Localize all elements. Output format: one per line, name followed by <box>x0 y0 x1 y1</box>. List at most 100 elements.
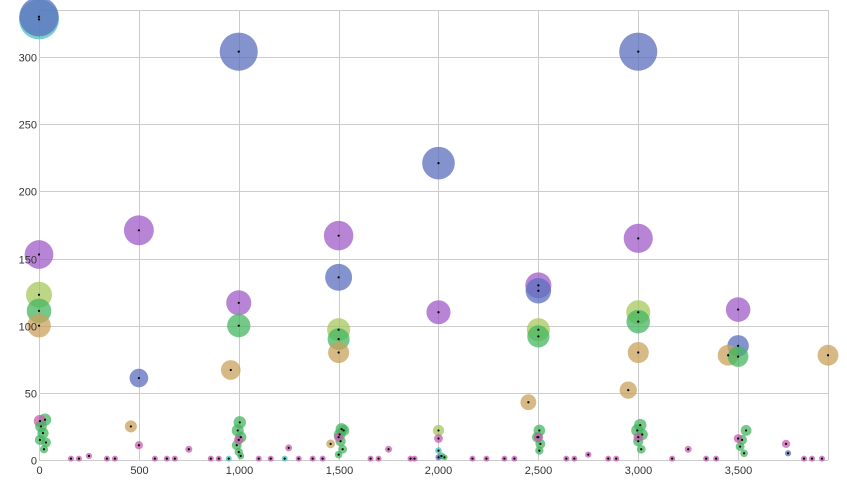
bubble-center-dot <box>337 276 340 279</box>
bubble[interactable] <box>19 0 59 37</box>
bubble-center-dot <box>37 15 41 18</box>
bubble-center-dot <box>537 289 540 292</box>
bubble-center-dot <box>537 284 540 287</box>
y-tick-label: 0 <box>31 456 37 468</box>
bubble-center-dot <box>338 433 341 436</box>
bubble-center-dot <box>437 456 440 459</box>
bubble-center-dot <box>239 436 242 439</box>
bubble-center-dot <box>37 253 41 256</box>
bubble-center-dot <box>437 437 440 440</box>
bubble-center-dot <box>337 328 340 331</box>
bubble-center-dot <box>737 344 740 347</box>
bubble-center-dot <box>537 436 540 439</box>
bubble-center-dot <box>38 419 42 423</box>
bubble-center-dot <box>671 457 674 460</box>
bubble-center-dot <box>37 324 41 327</box>
bubble-center-dot <box>437 311 440 314</box>
bubble-center-dot <box>413 457 416 460</box>
bubble-center-dot <box>337 453 340 456</box>
bubble-center-dot <box>741 438 744 441</box>
bubble-center-dot <box>637 237 640 240</box>
bubble-center-dot <box>173 457 176 460</box>
y-tick-label: 150 <box>19 255 37 267</box>
bubble-center-dot <box>187 448 190 451</box>
x-tick-label: 3,000 <box>625 465 653 477</box>
x-tick-label: 0 <box>36 465 42 477</box>
bubble-center-dot <box>637 320 640 323</box>
bubble-center-dot <box>503 457 506 460</box>
bubble-center-dot <box>573 457 576 460</box>
y-tick-label: 50 <box>25 389 37 401</box>
grid <box>39 10 829 461</box>
bubble-center-dot <box>337 338 340 341</box>
bubble-center-dot <box>636 429 639 432</box>
bubble-center-dot <box>342 429 345 432</box>
bubble-center-dot <box>537 328 540 331</box>
bubble-center-dot <box>437 429 440 432</box>
bubble-center-dot <box>239 454 242 458</box>
bubble-center-dot <box>337 351 340 354</box>
bubble-center-dot <box>237 324 240 327</box>
bubble-center-dot <box>437 449 440 452</box>
bubble-center-dot <box>341 448 344 451</box>
bubble-center-dot <box>565 457 568 460</box>
bubble-center-dot <box>311 457 314 460</box>
bubble-center-dot <box>329 442 332 445</box>
bubble-center-dot <box>377 457 380 460</box>
bubble-center-dot <box>369 457 372 460</box>
bubble-center-dot <box>820 457 824 460</box>
bubble-center-dot <box>715 457 718 460</box>
bubble-center-dot <box>217 457 220 460</box>
bubble-center-dot <box>229 368 232 372</box>
bubble-center-dot <box>637 311 640 314</box>
bubble-center-dot <box>41 432 45 435</box>
y-tick-label: 200 <box>19 187 37 199</box>
bubble-center-dot <box>137 444 140 447</box>
bubble-center-dot <box>387 448 390 451</box>
bubble-center-dot <box>745 429 748 432</box>
bubble-center-dot <box>640 448 643 451</box>
bubble-center-dot <box>165 457 168 460</box>
bubble-center-dot <box>269 457 272 460</box>
bubble-center-dot <box>607 457 610 460</box>
bubble-center-dot <box>471 457 474 460</box>
bubble-center-dot <box>737 437 740 440</box>
bubble-center-dot <box>237 450 240 454</box>
bubble-center-dot <box>321 457 324 460</box>
bubble-center-dot <box>637 436 640 439</box>
bubble-center-dot <box>227 457 230 460</box>
bubble-center-dot <box>637 440 640 443</box>
x-tick-label: 1,500 <box>326 465 354 477</box>
bubble-center-dot <box>739 445 742 448</box>
bubble-center-dot <box>641 433 644 436</box>
bubble-center-dot <box>337 436 340 439</box>
bubble-center-dot <box>38 438 42 441</box>
bubble-center-dot <box>627 389 630 392</box>
bubble-center-dot <box>639 423 642 427</box>
bubble-center-dot <box>257 457 260 460</box>
bubble-center-dot <box>440 454 443 458</box>
bubble-center-dot <box>209 457 212 460</box>
bubble-center-dot <box>43 418 47 421</box>
bubble-center-dot <box>339 440 342 443</box>
bubble-center-dot <box>538 449 541 452</box>
bubble-center-dot <box>39 425 43 428</box>
bubble-center-dot <box>784 442 788 445</box>
bubble-center-dot <box>737 308 740 311</box>
x-tick-label: 500 <box>130 465 148 477</box>
bubble-center-dot <box>87 454 91 458</box>
y-tick-label: 300 <box>19 53 37 65</box>
x-tick-label: 2,500 <box>525 465 553 477</box>
bubble-center-dot <box>237 301 240 304</box>
bubble-center-dot <box>236 429 239 432</box>
bubble-center-dot <box>802 457 806 460</box>
bubble-center-dot <box>287 446 290 450</box>
bubble-center-dot <box>297 457 300 460</box>
bubble-center-dot <box>77 457 81 460</box>
bubble-center-dot <box>283 457 286 460</box>
bubble-center-dot <box>340 428 343 431</box>
bubble-center-dot <box>105 457 109 460</box>
x-tick-label: 2,000 <box>425 465 453 477</box>
bubble-center-dot <box>538 429 541 432</box>
